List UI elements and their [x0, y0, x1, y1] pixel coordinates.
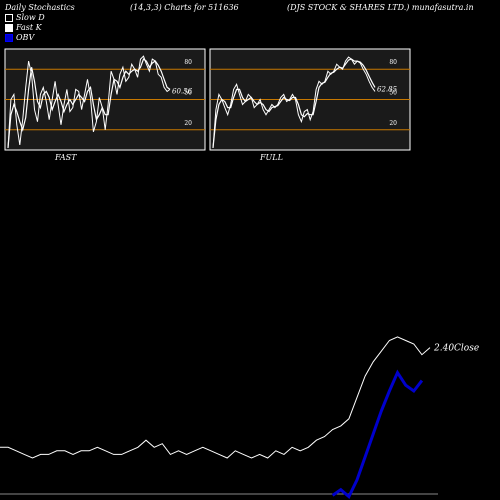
fast-k-swatch-icon [5, 23, 13, 32]
full-level-label-20: 20 [389, 120, 397, 127]
close-last-value-label: 2.40Close [433, 344, 479, 354]
fast-last-value-label: 60.56 [172, 87, 193, 95]
chart-title: Daily Stochastics [5, 3, 75, 12]
legend-slow-d-label: Slow D [16, 13, 45, 22]
legend-obv-label: OBV [16, 33, 35, 42]
chart-subtitle: (14,3,3) Charts for 511636 [130, 3, 239, 12]
fast-level-label-20: 20 [184, 120, 192, 127]
full-last-value-label: 62.85 [377, 85, 398, 93]
legend-obv: OBV [5, 33, 34, 42]
slow-d-swatch-icon [5, 13, 13, 22]
obv-line [331, 369, 424, 499]
full-level-label-80: 80 [389, 59, 397, 66]
legend-fast-k: Fast K [5, 23, 42, 32]
full-panel-label: FULL [260, 153, 283, 162]
close-price-line [0, 336, 431, 459]
fast-level-label-50: 50 [184, 90, 192, 97]
fast-level-label-80: 80 [184, 59, 192, 66]
legend-fast-k-label: Fast K [16, 23, 42, 32]
fast-slow-d-line [7, 58, 171, 149]
legend-slow-d: Slow D [5, 13, 45, 22]
full-slow-d-line [212, 58, 376, 149]
obv-swatch-icon [5, 33, 13, 42]
full-level-label-50: 50 [389, 90, 397, 97]
fast-panel-label: FAST [55, 153, 77, 162]
source-label: (DJS STOCK & SHARES LTD.) munafasutra.in [287, 3, 474, 12]
